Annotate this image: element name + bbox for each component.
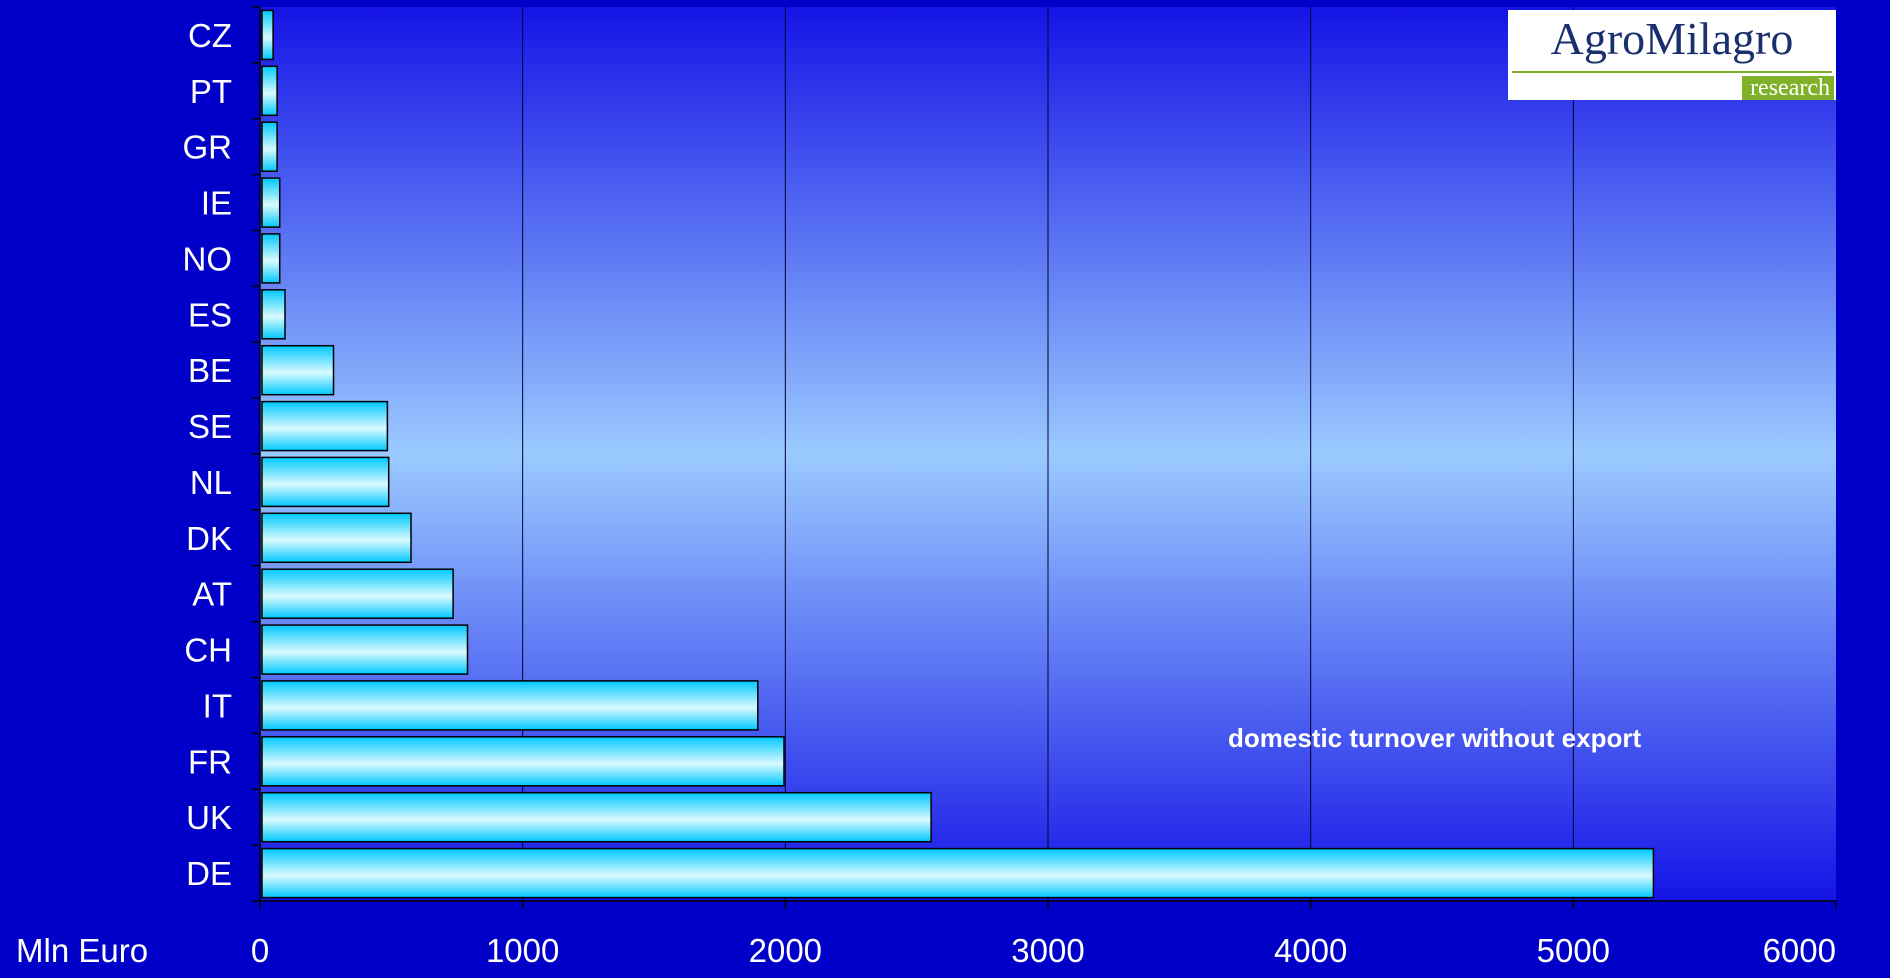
x-tick-label-3000: 3000 [1011, 932, 1084, 969]
logo-wordmark: AgroMilagro [1550, 13, 1794, 64]
category-label-se: SE [188, 408, 232, 445]
bar-uk [261, 791, 932, 843]
bar-ch [261, 624, 469, 675]
bar-de [261, 847, 1655, 899]
category-label-at: AT [192, 576, 232, 613]
bar-se [261, 400, 389, 452]
category-label-nl: NL [190, 464, 232, 501]
x-tick-label-2000: 2000 [749, 932, 822, 969]
bar-be [261, 344, 335, 396]
category-label-pt: PT [190, 73, 232, 110]
bar-it [261, 680, 759, 731]
axes [252, 6, 1837, 909]
category-label-dk: DK [186, 520, 232, 557]
x-tick-label-4000: 4000 [1274, 932, 1347, 969]
bar-nl [261, 456, 390, 508]
category-label-ie: IE [201, 185, 232, 222]
category-label-it: IT [203, 687, 232, 724]
category-label-es: ES [188, 296, 232, 333]
bar-fr [261, 736, 785, 787]
category-label-ch: CH [184, 632, 232, 669]
category-label-fr: FR [188, 743, 232, 780]
category-label-be: BE [188, 352, 232, 389]
bars [261, 9, 1655, 899]
x-tick-labels: 0 1000 2000 3000 4000 5000 6000 [251, 932, 1836, 969]
category-label-de: DE [186, 855, 232, 892]
logo-divider [1512, 71, 1832, 73]
bar-at [261, 568, 454, 619]
x-tick-label-6000: 6000 [1763, 932, 1836, 969]
category-label-no: NO [183, 240, 233, 277]
x-tick-label-5000: 5000 [1537, 932, 1610, 969]
agromilagro-logo: AgroMilagro research [1508, 10, 1836, 100]
bar-es [261, 289, 286, 340]
bar-no [261, 233, 281, 284]
chart-annotation: domestic turnover without export [1228, 723, 1641, 753]
x-axis-title: Mln Euro [16, 932, 148, 969]
bar-cz [261, 9, 274, 61]
bar-ie [261, 177, 281, 228]
bar-pt [261, 65, 278, 117]
category-label-gr: GR [183, 129, 233, 166]
bar-gr [261, 121, 278, 172]
bar-dk [261, 512, 412, 564]
category-label-uk: UK [186, 799, 232, 836]
x-tick-label-1000: 1000 [486, 932, 559, 969]
category-label-cz: CZ [188, 17, 232, 54]
category-labels: CZ PT GR IE NO ES BE SE NL DK AT CH IT FR UK DE [183, 17, 233, 892]
logo-tagline: research [1742, 76, 1834, 100]
x-tick-label-0: 0 [251, 932, 269, 969]
